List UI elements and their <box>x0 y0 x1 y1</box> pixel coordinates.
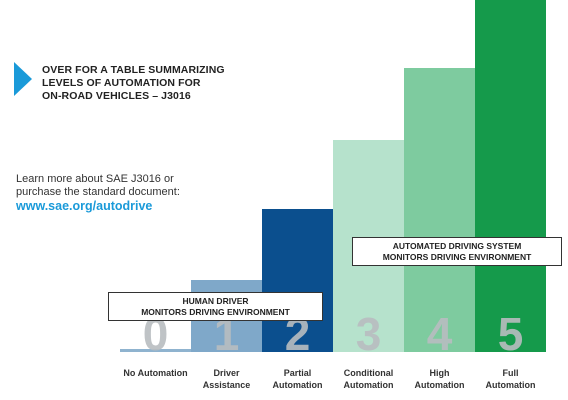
intro-line: OVER FOR A TABLE SUMMARIZING <box>42 64 225 76</box>
category-label-4: Automation <box>415 380 465 390</box>
bar-level-5 <box>475 0 546 352</box>
category-label-2: Partial <box>284 368 312 378</box>
automated-system-banner: AUTOMATED DRIVING SYSTEM MONITORS DRIVIN… <box>352 237 562 266</box>
category-label-2: Automation <box>273 380 323 390</box>
bar-level-0 <box>120 349 191 352</box>
category-label-4: High <box>430 368 450 378</box>
category-label-1: Driver <box>213 368 240 378</box>
bar-level-2 <box>262 209 333 352</box>
intro-line: LEVELS OF AUTOMATION FOR <box>42 77 201 89</box>
intro-line: ON-ROAD VEHICLES – J3016 <box>42 90 191 102</box>
sae-link[interactable]: www.sae.org/autodrive <box>16 199 153 213</box>
learn-more-line: purchase the standard document: <box>16 186 180 198</box>
banner-line: MONITORS DRIVING ENVIRONMENT <box>382 252 532 262</box>
banner-line: MONITORS DRIVING ENVIRONMENT <box>141 307 290 317</box>
human-driver-banner: HUMAN DRIVER MONITORS DRIVING ENVIRONMEN… <box>108 292 323 321</box>
level-number-4: 4 <box>427 308 453 360</box>
category-label-0: No Automation <box>123 368 187 378</box>
bar-level-4 <box>404 68 475 352</box>
level-number-3: 3 <box>356 308 382 360</box>
learn-more-line: Learn more about SAE J3016 or <box>16 173 174 185</box>
banner-line: HUMAN DRIVER <box>182 296 249 306</box>
category-label-3: Automation <box>344 380 394 390</box>
level-number-5: 5 <box>498 308 524 360</box>
intro-text: OVER FOR A TABLE SUMMARIZING LEVELS OF A… <box>42 64 272 103</box>
category-label-1: Assistance <box>203 380 251 390</box>
banner-line: AUTOMATED DRIVING SYSTEM <box>392 241 522 251</box>
category-label-5: Full <box>503 368 519 378</box>
arrow-icon <box>14 62 32 96</box>
category-label-3: Conditional <box>344 368 394 378</box>
category-label-5: Automation <box>486 380 536 390</box>
learn-more-text: Learn more about SAE J3016 or purchase t… <box>16 173 216 199</box>
